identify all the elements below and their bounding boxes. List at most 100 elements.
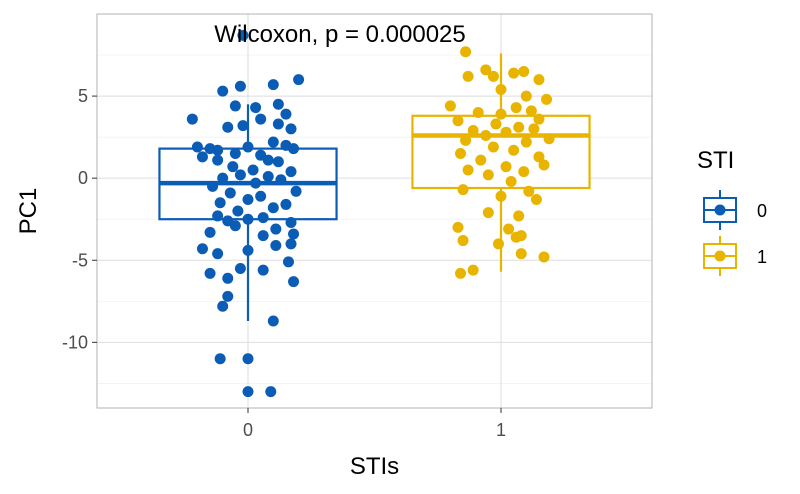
data-point-1 [530, 194, 542, 206]
data-point-0 [270, 223, 282, 235]
data-point-0 [285, 238, 297, 250]
y-tick-label: -5 [72, 250, 88, 270]
data-point-0 [242, 353, 254, 365]
data-point-1 [508, 144, 520, 156]
data-point-0 [250, 102, 262, 114]
data-point-0 [229, 220, 241, 232]
data-point-0 [186, 113, 198, 125]
data-point-1 [533, 74, 545, 86]
data-point-0 [234, 169, 246, 181]
data-point-0 [265, 386, 277, 398]
data-point-1 [510, 102, 522, 114]
data-point-0 [214, 353, 226, 365]
data-point-1 [520, 136, 532, 148]
legend: STI 0 1 [697, 147, 767, 276]
test-annotation: Wilcoxon, p = 0.000025 [214, 21, 466, 48]
data-point-1 [482, 169, 494, 181]
y-tick-label: 5 [78, 86, 88, 106]
data-point-0 [247, 164, 259, 176]
data-point-0 [272, 118, 284, 130]
data-point-0 [212, 154, 224, 166]
data-point-0 [242, 141, 254, 153]
data-point-1 [523, 185, 535, 197]
data-point-0 [229, 100, 241, 112]
data-point-1 [528, 123, 540, 135]
data-point-0 [275, 174, 287, 186]
data-point-0 [232, 205, 244, 217]
y-axis-title: PC1 [15, 188, 42, 235]
data-point-1 [475, 154, 487, 166]
data-point-0 [242, 244, 254, 256]
point-layer [186, 29, 555, 398]
data-point-1 [541, 93, 553, 105]
data-point-0 [242, 213, 254, 225]
data-point-0 [288, 276, 300, 288]
data-point-0 [237, 120, 249, 132]
tick-layer: 5 0 -5 -10 0 1 [62, 86, 506, 440]
data-point-1 [462, 70, 474, 82]
data-point-0 [255, 190, 267, 202]
data-point-1 [495, 108, 507, 120]
data-point-1 [515, 230, 527, 242]
data-point-0 [285, 123, 297, 135]
legend-label: 0 [757, 201, 767, 221]
legend-key-point [714, 204, 726, 216]
data-point-0 [280, 108, 292, 120]
box-0 [158, 104, 338, 321]
data-point-0 [288, 228, 300, 240]
data-point-0 [267, 315, 279, 327]
data-point-0 [217, 85, 229, 97]
data-point-0 [250, 177, 262, 189]
data-point-0 [242, 194, 254, 206]
x-axis-title: STIs [350, 453, 399, 480]
data-point-1 [515, 248, 527, 260]
legend-entry-1: 1 [703, 236, 767, 276]
data-point-0 [214, 197, 226, 209]
data-point-1 [487, 70, 499, 82]
data-point-0 [237, 29, 249, 41]
data-point-1 [533, 113, 545, 125]
data-point-0 [234, 262, 246, 274]
data-point-1 [492, 238, 504, 250]
box-iqr [411, 114, 591, 190]
data-point-1 [480, 129, 492, 141]
x-tick-label: 0 [243, 420, 253, 440]
panel-border [96, 13, 653, 409]
data-point-1 [538, 251, 550, 263]
data-point-0 [267, 136, 279, 148]
data-point-1 [487, 141, 499, 153]
data-point-1 [467, 264, 479, 276]
legend-label: 1 [757, 247, 767, 267]
data-point-0 [222, 272, 234, 284]
data-point-1 [457, 235, 469, 247]
data-point-1 [520, 90, 532, 102]
data-point-1 [490, 118, 502, 130]
legend-entry-0: 0 [703, 190, 767, 230]
data-point-1 [455, 267, 467, 279]
data-point-0 [222, 290, 234, 302]
data-point-1 [513, 210, 525, 222]
data-point-0 [229, 148, 241, 160]
data-point-1 [452, 221, 464, 233]
data-point-0 [217, 172, 229, 184]
data-point-1 [505, 175, 517, 187]
y-tick-label: 0 [78, 168, 88, 188]
data-point-1 [495, 190, 507, 202]
data-point-1 [508, 67, 520, 79]
data-point-0 [242, 386, 254, 398]
data-point-1 [462, 164, 474, 176]
data-point-0 [212, 210, 224, 222]
data-point-1 [518, 166, 530, 178]
data-point-1 [444, 100, 456, 112]
data-point-1 [482, 207, 494, 219]
data-point-0 [191, 141, 203, 153]
data-point-1 [525, 105, 537, 117]
data-point-0 [280, 198, 292, 210]
data-point-0 [204, 226, 216, 238]
data-point-0 [196, 243, 208, 255]
data-point-0 [257, 230, 269, 242]
data-point-0 [285, 166, 297, 178]
data-point-1 [467, 125, 479, 137]
data-point-0 [272, 156, 284, 168]
